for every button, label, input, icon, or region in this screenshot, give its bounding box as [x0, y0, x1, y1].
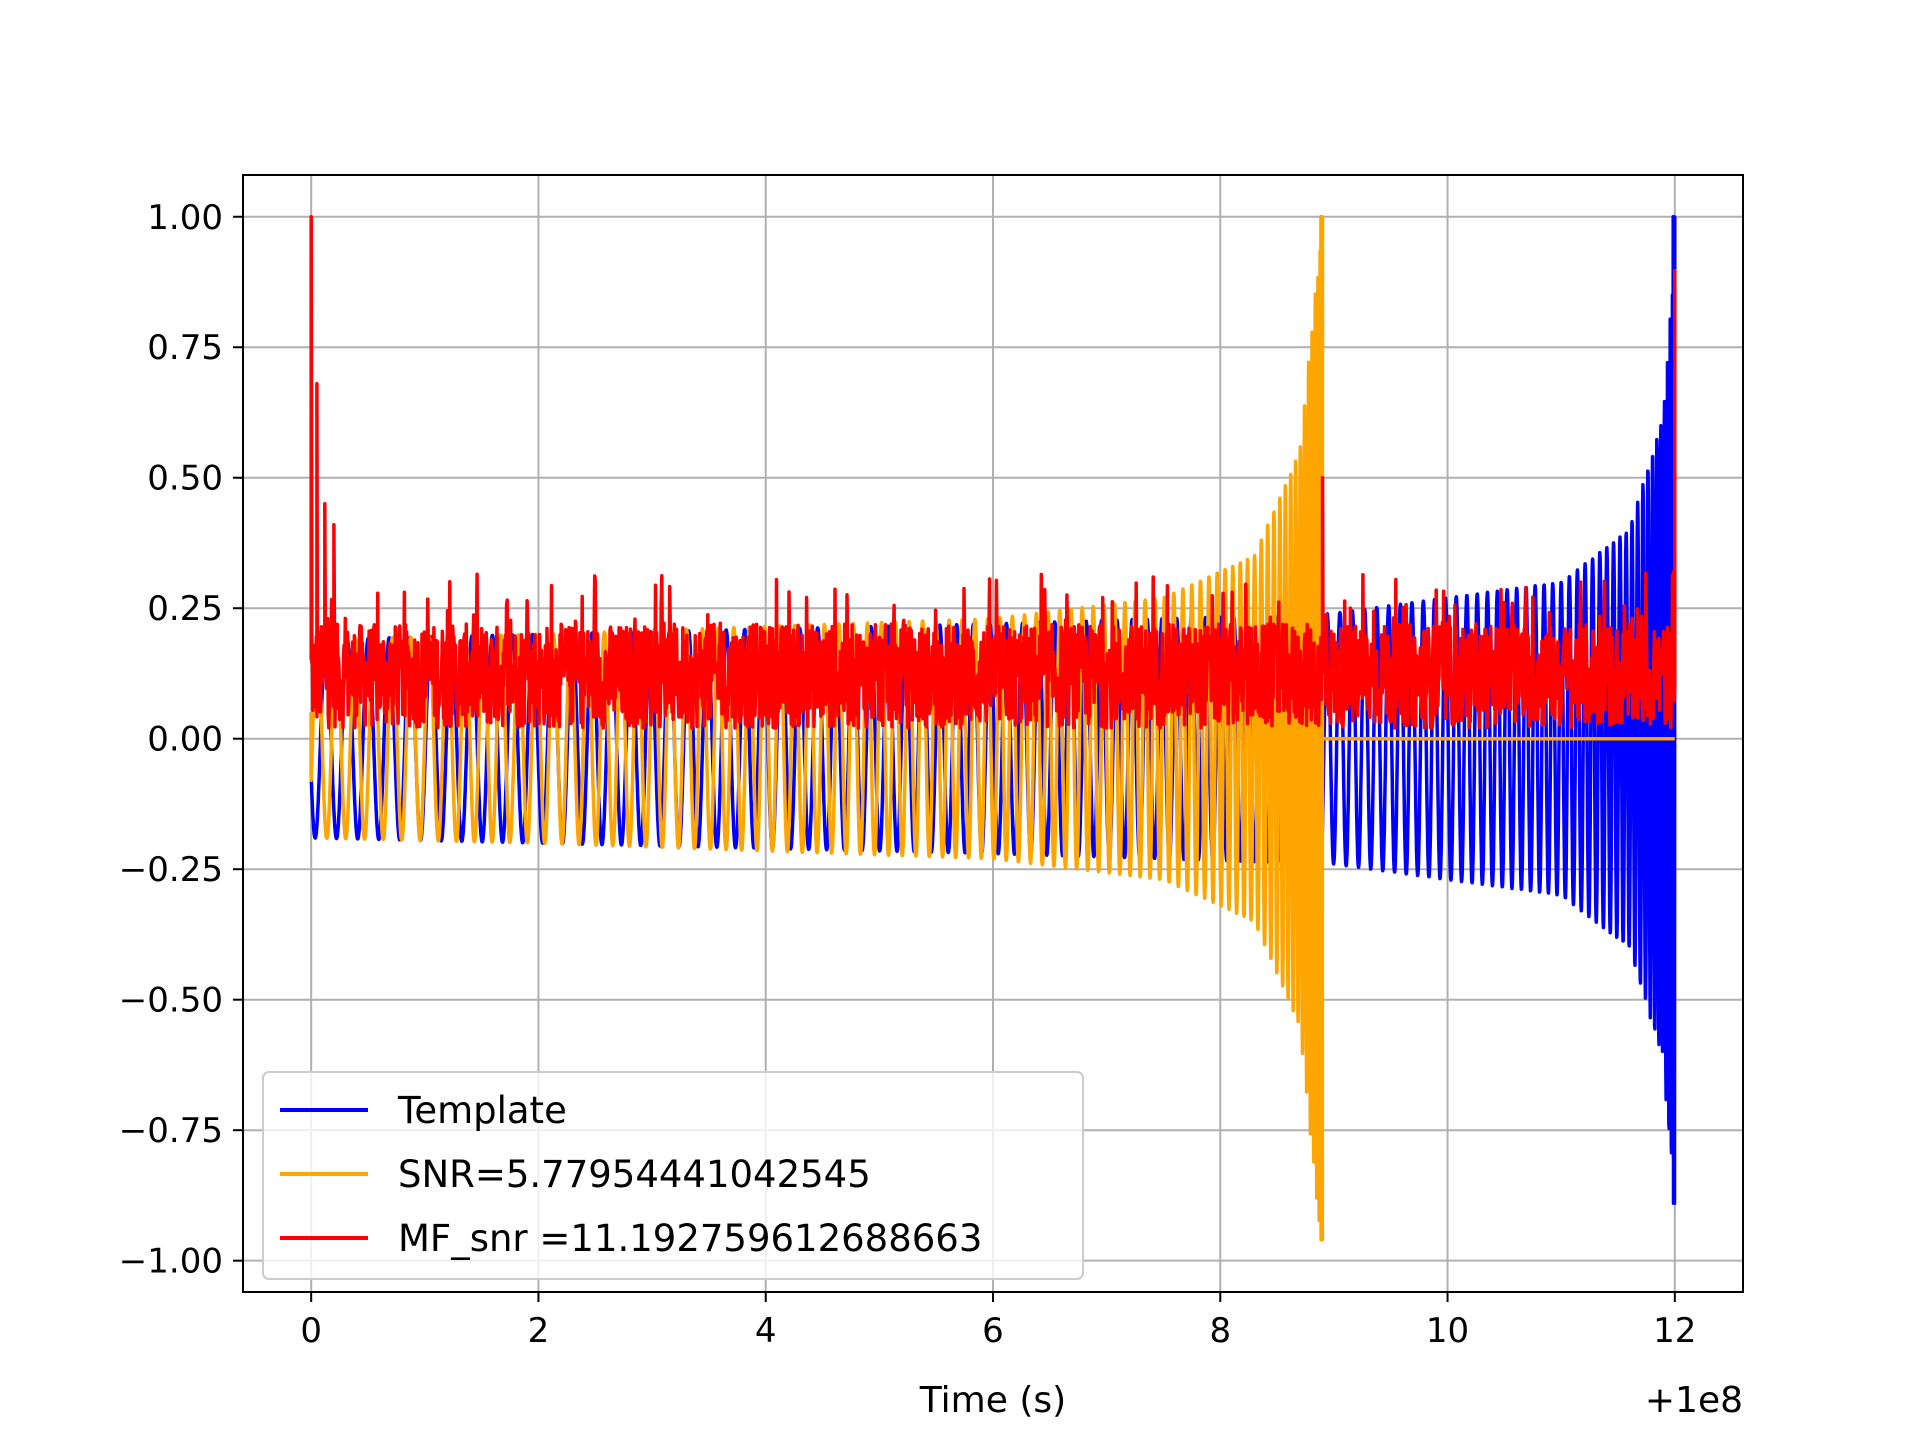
legend-label-2: MF_snr =11.192759612688663	[398, 1217, 982, 1260]
y-tick-label-3: 0.25	[147, 589, 223, 629]
x-tick-label-1: 2	[528, 1311, 550, 1351]
y-tick-label-7: −0.75	[119, 1111, 223, 1151]
x-tick-label-4: 8	[1209, 1311, 1231, 1351]
x-tick-label-6: 12	[1653, 1311, 1696, 1351]
y-tick-label-2: 0.50	[147, 459, 223, 499]
x-tick-label-5: 10	[1426, 1311, 1469, 1351]
x-tick-label-3: 6	[982, 1311, 1004, 1351]
x-tick-label-2: 4	[755, 1311, 777, 1351]
legend-label-1: SNR=5.77954441042545	[398, 1153, 871, 1196]
x-axis-label: Time (s)	[919, 1380, 1066, 1421]
legend-box	[262, 1071, 1084, 1280]
y-tick-label-6: −0.50	[119, 981, 223, 1021]
legend: Template SNR=5.77954441042545 MF_snr =11.1…	[262, 1071, 1084, 1280]
x-axis-offset-label: +1e8	[1645, 1380, 1743, 1421]
y-tick-label-1: 0.75	[147, 328, 223, 368]
legend-label-0: Template	[397, 1089, 567, 1132]
y-tick-label-4: 0.00	[147, 720, 223, 760]
x-tick-label-0: 0	[300, 1311, 322, 1351]
series-layer	[309, 215, 1677, 1242]
axis-ticks: 0 2 4 6 8 10 12 1.00 0.75 0.50 0.25 0.00 −0.25 −0.50 −…	[119, 198, 1697, 1351]
series-line-2	[309, 215, 1677, 730]
y-tick-label-8: −1.00	[119, 1242, 223, 1282]
y-tick-label-5: −0.25	[119, 850, 223, 890]
y-tick-label-0: 1.00	[147, 198, 223, 238]
